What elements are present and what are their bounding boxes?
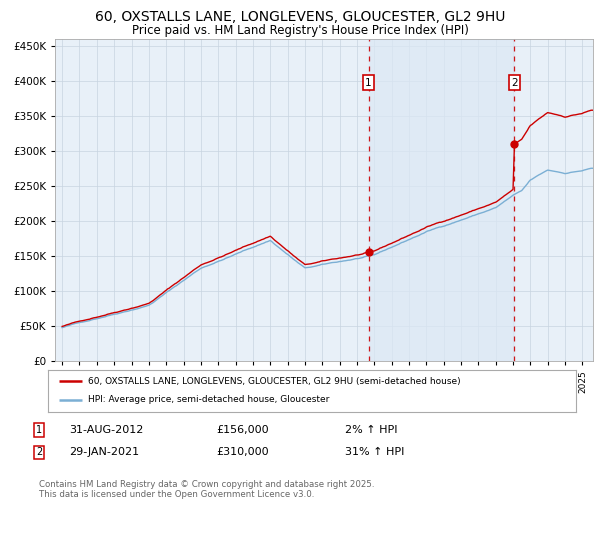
- Bar: [368, 39, 514, 361]
- Text: £156,000: £156,000: [216, 425, 269, 435]
- Text: 2: 2: [36, 447, 42, 458]
- Text: 2: 2: [511, 78, 518, 88]
- Text: 29-JAN-2021: 29-JAN-2021: [69, 447, 139, 458]
- Text: HPI: Average price, semi-detached house, Gloucester: HPI: Average price, semi-detached house,…: [88, 395, 329, 404]
- Text: £310,000: £310,000: [216, 447, 269, 458]
- Text: 60, OXSTALLS LANE, LONGLEVENS, GLOUCESTER, GL2 9HU (semi-detached house): 60, OXSTALLS LANE, LONGLEVENS, GLOUCESTE…: [88, 377, 460, 386]
- Text: 31% ↑ HPI: 31% ↑ HPI: [345, 447, 404, 458]
- Text: Price paid vs. HM Land Registry's House Price Index (HPI): Price paid vs. HM Land Registry's House …: [131, 24, 469, 36]
- Text: 2% ↑ HPI: 2% ↑ HPI: [345, 425, 398, 435]
- Text: 1: 1: [365, 78, 372, 88]
- Text: Contains HM Land Registry data © Crown copyright and database right 2025.
This d: Contains HM Land Registry data © Crown c…: [39, 480, 374, 500]
- Text: 31-AUG-2012: 31-AUG-2012: [69, 425, 143, 435]
- Text: 1: 1: [36, 425, 42, 435]
- Text: 60, OXSTALLS LANE, LONGLEVENS, GLOUCESTER, GL2 9HU: 60, OXSTALLS LANE, LONGLEVENS, GLOUCESTE…: [95, 10, 505, 24]
